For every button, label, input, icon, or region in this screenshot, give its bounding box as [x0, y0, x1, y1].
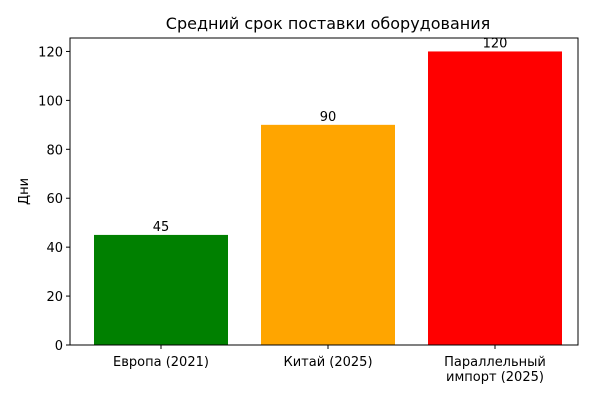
y-axis-label: Дни	[17, 178, 32, 205]
y-axis-ticks: 0 20 40 60 80 100 120	[38, 45, 70, 354]
x-axis-ticks: Европа (2021) Китай (2025) Параллельный имп…	[113, 345, 546, 385]
data-label-3: 120	[483, 36, 508, 51]
y-tick-label: 100	[38, 94, 63, 109]
x-tick-label: Параллельный импорт (2025)	[444, 355, 546, 385]
y-tick-label: 0	[55, 339, 63, 354]
y-tick-label: 20	[46, 290, 63, 305]
data-label-2: 90	[320, 110, 337, 125]
bar-1	[94, 234, 228, 345]
x-tick-label: Европа (2021)	[113, 355, 209, 370]
bar-3	[428, 51, 562, 345]
data-label-1: 45	[153, 220, 170, 235]
chart-title: Средний срок поставки оборудования	[166, 14, 490, 33]
y-tick-label: 120	[38, 45, 63, 60]
y-tick-label: 80	[46, 143, 63, 158]
y-tick-label: 40	[46, 241, 63, 256]
x-tick-label: Китай (2025)	[283, 355, 372, 370]
plot-frame	[69, 37, 579, 346]
bars-group: 45 90 120	[94, 36, 562, 345]
plot-frame-border	[69, 37, 579, 346]
bar-2	[261, 124, 395, 345]
y-tick-label: 60	[46, 192, 63, 207]
